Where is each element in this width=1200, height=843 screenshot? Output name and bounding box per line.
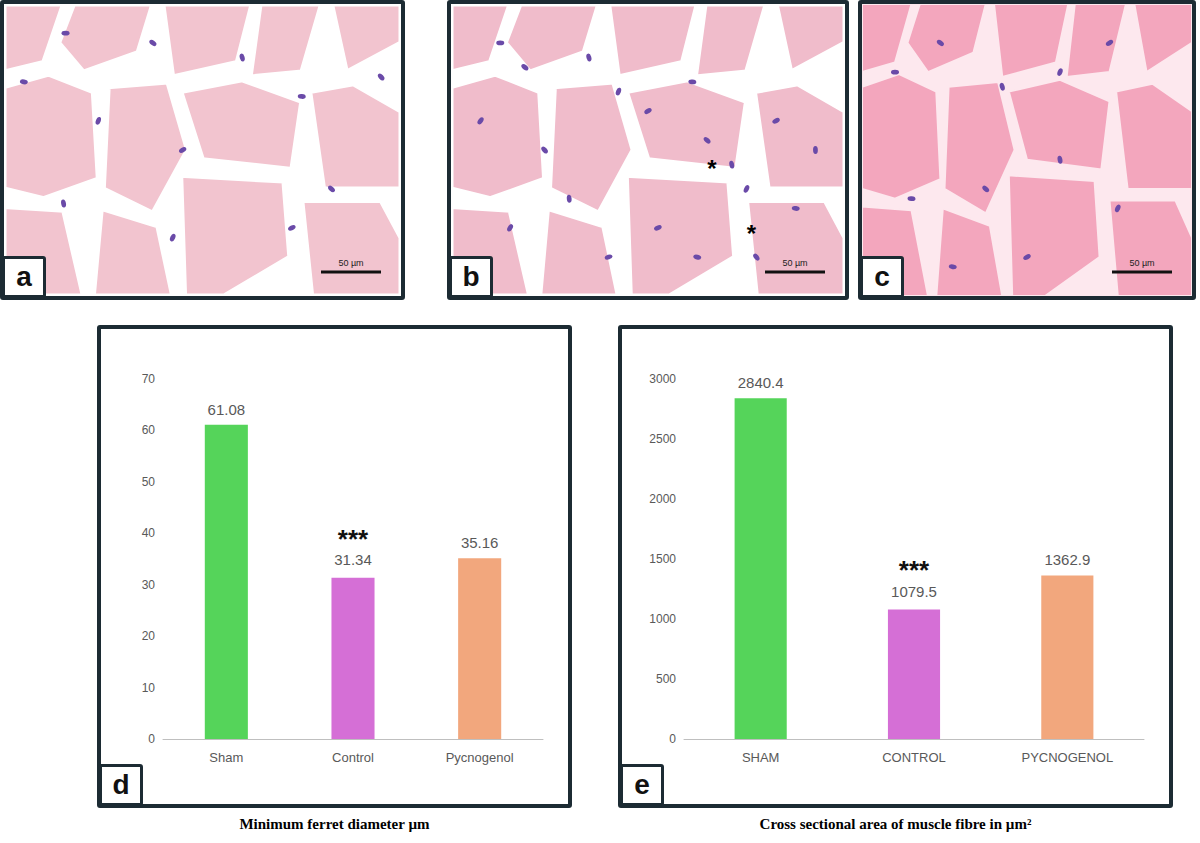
svg-text:0: 0 bbox=[148, 732, 155, 746]
svg-text:61.08: 61.08 bbox=[208, 401, 246, 418]
svg-text:2500: 2500 bbox=[649, 432, 676, 446]
svg-text:70: 70 bbox=[142, 372, 156, 386]
svg-text:1500: 1500 bbox=[649, 552, 676, 566]
html-text:a: a bbox=[16, 261, 32, 292]
svg-text:0: 0 bbox=[669, 732, 676, 746]
svg-text:***: *** bbox=[338, 524, 369, 554]
html-text:c: c bbox=[874, 261, 890, 292]
svg-text:2840.4: 2840.4 bbox=[738, 374, 784, 391]
html-text:Cross sectional area of muscle: Cross sectional area of muscle fibre in … bbox=[759, 816, 1032, 832]
svg-text:30: 30 bbox=[142, 578, 156, 592]
svg-text:PYCNOGENOL: PYCNOGENOL bbox=[1021, 750, 1113, 765]
html-text:e: e bbox=[634, 769, 650, 800]
svg-text:Sham: Sham bbox=[209, 750, 243, 765]
svg-text:1079.5: 1079.5 bbox=[891, 583, 937, 600]
svg-text:60: 60 bbox=[142, 423, 156, 437]
svg-text:*: * bbox=[707, 155, 717, 182]
html-text:Minimum ferret diameter µm: Minimum ferret diameter µm bbox=[239, 816, 430, 832]
svg-text:CONTROL: CONTROL bbox=[882, 750, 946, 765]
svg-text:1362.9: 1362.9 bbox=[1044, 551, 1090, 568]
svg-text:Pycnogenol: Pycnogenol bbox=[446, 750, 514, 765]
svg-text:***: *** bbox=[899, 555, 930, 585]
svg-text:10: 10 bbox=[142, 681, 156, 695]
html-text:d: d bbox=[112, 769, 130, 800]
svg-text:*: * bbox=[747, 220, 757, 247]
svg-text:35.16: 35.16 bbox=[461, 534, 499, 551]
svg-text:2000: 2000 bbox=[649, 492, 676, 506]
svg-text:20: 20 bbox=[142, 629, 156, 643]
html-text:b: b bbox=[462, 261, 480, 292]
svg-text:40: 40 bbox=[142, 526, 156, 540]
svg-text:50: 50 bbox=[142, 475, 156, 489]
svg-text:SHAM: SHAM bbox=[742, 750, 780, 765]
svg-text:50 µm: 50 µm bbox=[338, 258, 363, 268]
svg-text:1000: 1000 bbox=[649, 612, 676, 626]
svg-text:Control: Control bbox=[332, 750, 374, 765]
svg-text:500: 500 bbox=[656, 672, 676, 686]
svg-text:31.34: 31.34 bbox=[334, 551, 372, 568]
svg-text:3000: 3000 bbox=[649, 372, 676, 386]
svg-text:50 µm: 50 µm bbox=[1129, 258, 1154, 268]
svg-text:50 µm: 50 µm bbox=[782, 258, 807, 268]
